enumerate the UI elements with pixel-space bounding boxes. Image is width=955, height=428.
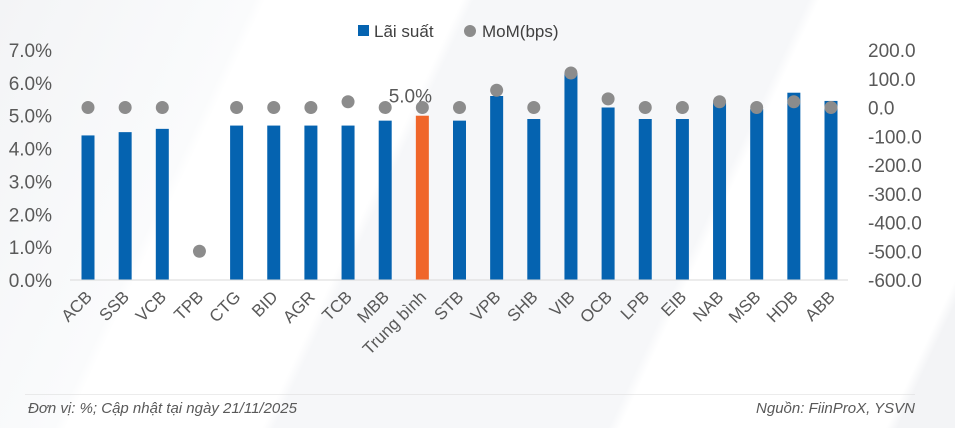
bar-eib	[675, 119, 689, 280]
x-tick-label: AGR	[279, 287, 318, 326]
bar-ctg	[230, 125, 244, 280]
bar-stb	[453, 120, 466, 281]
combo-chart: Lãi suất MoM(bps) 0.0% 1.0% 2.0% 3.0% 4.0% 5.…	[9, 22, 922, 395]
y-right-tick: -300.0	[868, 185, 922, 206]
x-tick-label: LPB	[617, 287, 653, 323]
bar-nab	[713, 102, 727, 280]
x-tick-label: SHB	[503, 287, 541, 325]
mom-dot-ctg	[230, 101, 244, 114]
y-right-tick: -200.0	[868, 156, 922, 177]
mom-dot-ocb	[601, 92, 615, 106]
x-tick-label: VIB	[546, 287, 579, 320]
y-left-tick: 0.0%	[9, 271, 52, 292]
bar-vcb	[155, 128, 169, 280]
mom-dot-vcb	[155, 101, 169, 114]
x-tick-label: BID	[248, 287, 281, 320]
mom-dot-nab	[713, 95, 727, 109]
legend-label-mom: MoM(bps)	[482, 22, 559, 41]
x-tick-label: VPB	[467, 287, 504, 324]
x-tick-label: VCB	[132, 287, 170, 325]
mom-dot-vib	[564, 66, 578, 80]
bar-hdb	[787, 92, 801, 280]
mom-dot-shb	[527, 101, 541, 114]
mom-dot-lpb	[638, 101, 652, 114]
mom-dot-eib	[675, 101, 689, 114]
x-tick-label: TCB	[318, 287, 355, 324]
mom-dot-agr	[304, 101, 318, 114]
bar-vib	[564, 73, 578, 280]
x-tick-label: HDB	[763, 287, 802, 326]
y-left-tick: 7.0%	[9, 41, 52, 62]
y-left-tick: 6.0%	[9, 74, 52, 95]
mom-dot-mbb	[378, 101, 392, 114]
y-left-tick: 4.0%	[9, 140, 52, 161]
bar-tcb	[341, 125, 355, 280]
x-tick-label: STB	[431, 287, 468, 324]
y-right-tick: 200.0	[868, 41, 916, 62]
mom-dot-acb	[81, 101, 95, 114]
y-right-tick: 0.0	[868, 99, 894, 120]
source-note: Nguồn: FiinProX, YSVN	[756, 400, 915, 417]
mom-dot-ssb	[118, 101, 132, 114]
mom-dot-tpb	[192, 244, 206, 258]
mom-dot-trung-bình	[415, 101, 429, 114]
y-right-tick: -100.0	[868, 127, 922, 148]
mom-dot-tcb	[341, 95, 355, 109]
x-tick-label: MSB	[725, 287, 764, 326]
x-tick-label: ACB	[58, 287, 96, 325]
bar-vpb	[490, 96, 504, 280]
y-left-tick: 1.0%	[9, 238, 52, 259]
mom-dot-vpb	[490, 83, 504, 97]
x-tick-label: NAB	[689, 287, 727, 325]
x-tick-label: SSB	[95, 287, 132, 324]
bar-abb	[824, 100, 838, 280]
bar-lpb	[638, 119, 652, 280]
bar-acb	[81, 135, 95, 280]
bar-mbb	[378, 120, 392, 281]
bar-bid	[267, 125, 281, 280]
y-left-tick: 3.0%	[9, 172, 52, 193]
bar-agr	[304, 125, 318, 280]
bar-shb	[527, 119, 541, 280]
legend-label-lai-suat: Lãi suất	[374, 22, 434, 41]
legend: Lãi suất MoM(bps)	[358, 22, 559, 41]
bar-ocb	[601, 107, 615, 280]
mom-dot-abb	[824, 101, 838, 114]
legend-dot-swatch	[464, 25, 476, 37]
mom-dot-msb	[750, 101, 764, 114]
bar-msb	[750, 109, 764, 281]
bar-trung-bình	[415, 115, 429, 280]
unit-note: Đơn vị: %; Cập nhật tại ngày 21/11/2025	[28, 400, 297, 417]
mom-dot-stb	[453, 101, 466, 114]
mom-dot-bid	[267, 101, 281, 114]
y-left-tick: 5.0%	[9, 107, 52, 128]
bar-ssb	[118, 132, 132, 280]
y-right-tick: -500.0	[868, 242, 922, 263]
x-tick-label: TPB	[170, 287, 207, 324]
mom-dot-hdb	[787, 95, 801, 109]
y-right-tick: 100.0	[868, 70, 916, 91]
x-tick-label: ABB	[801, 287, 838, 324]
x-tick-label: CTG	[206, 287, 245, 326]
y-right-tick: -600.0	[868, 271, 922, 292]
y-left-tick: 2.0%	[9, 205, 52, 226]
legend-bar-swatch	[358, 25, 369, 36]
x-tick-label: OCB	[576, 287, 615, 326]
y-right-tick: -400.0	[868, 214, 922, 235]
x-tick-label: EIB	[657, 287, 690, 320]
